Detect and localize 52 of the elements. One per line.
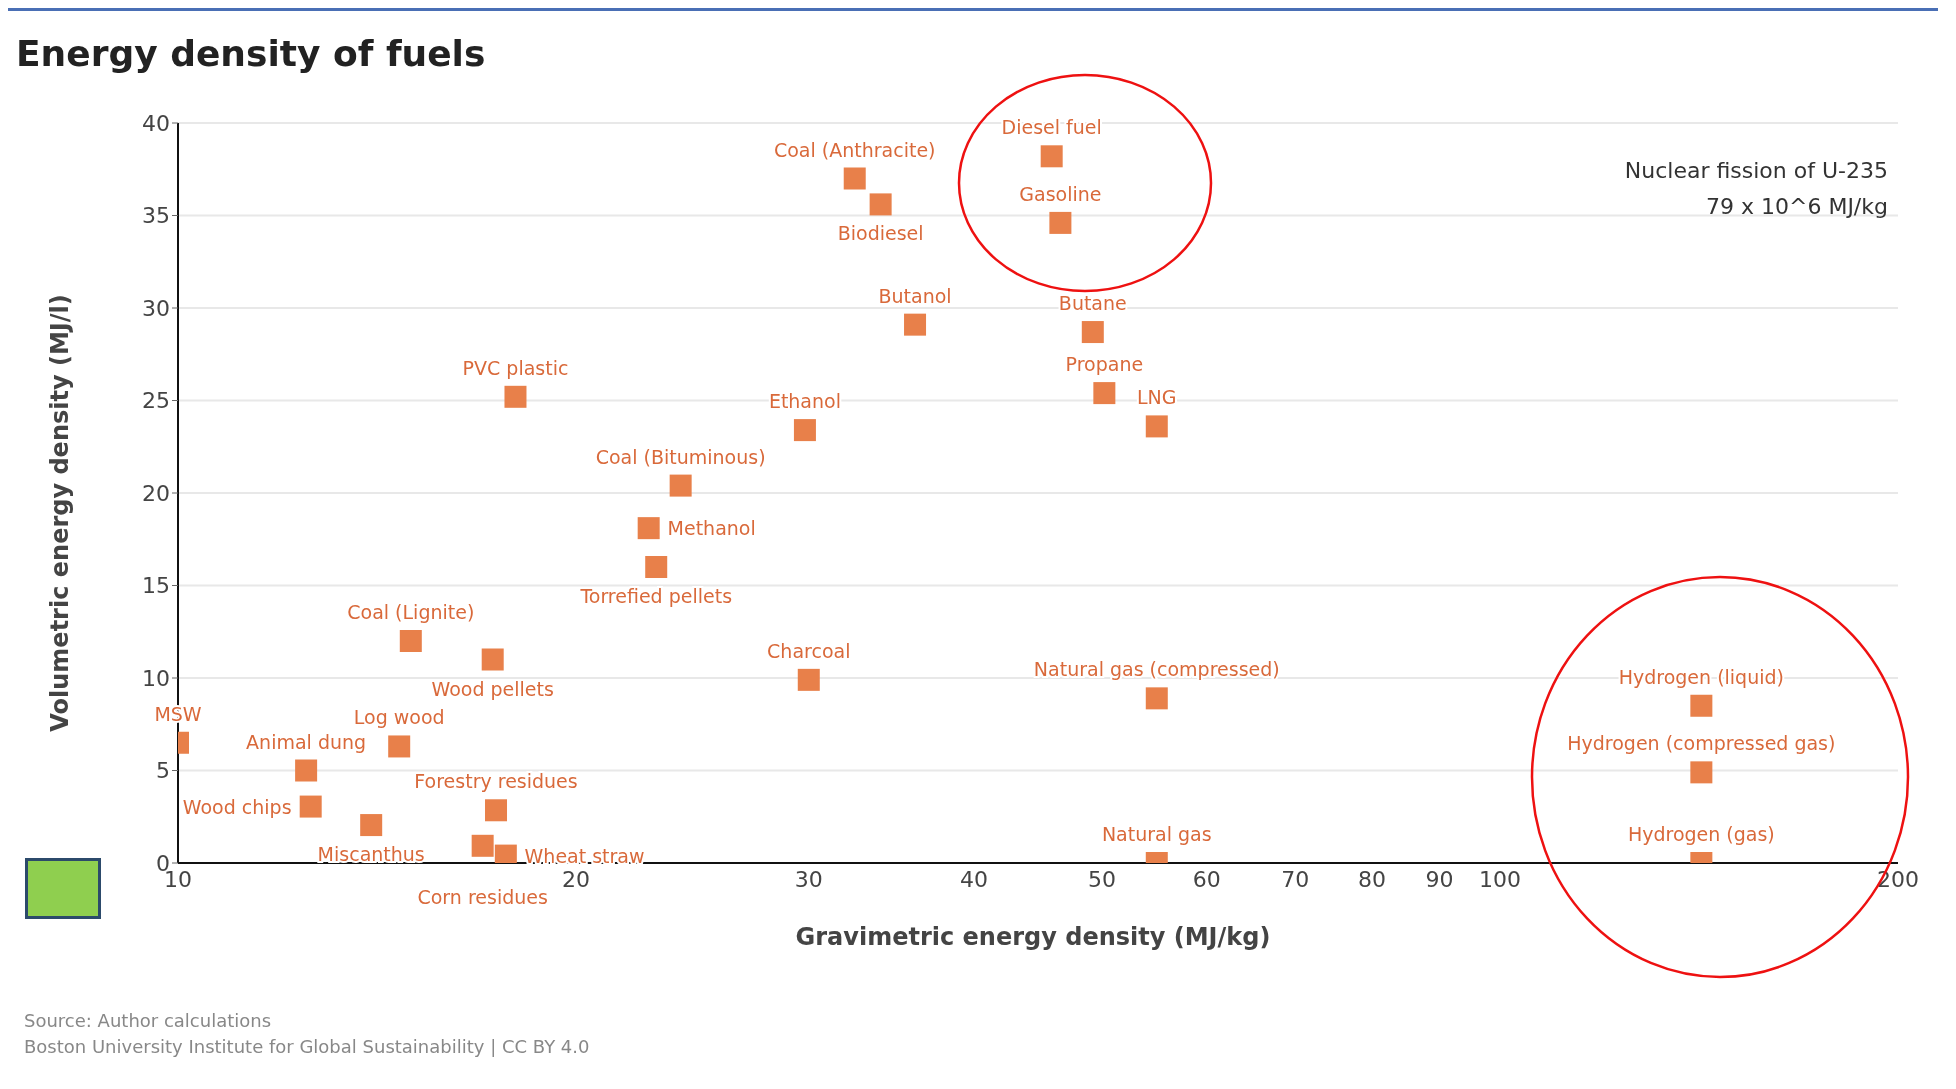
- annotation: Wood chips: [182, 795, 292, 818]
- x-tick-label: 50: [1088, 866, 1117, 892]
- annotation: Nuclear fission of U-235: [1624, 158, 1888, 183]
- annotation: Diesel fuel: [1001, 116, 1102, 139]
- annotation: 79 x 10^6 MJ/kg: [1705, 194, 1888, 219]
- annotation: Hydrogen (gas): [1627, 823, 1775, 845]
- annotation: Butane: [1058, 292, 1127, 315]
- annotation: Gasoline: [1019, 182, 1102, 205]
- annotation: Torrefied pellets: [579, 585, 733, 607]
- y-tick-label: 10: [142, 665, 170, 691]
- annotation: Wood pellets: [431, 677, 554, 700]
- annotation: Butanol: [878, 284, 952, 307]
- y-axis-title: Volumetric energy density (MJ/l): [46, 294, 74, 732]
- x-axis-title: Gravimetric energy density (MJ/kg): [794, 923, 1272, 951]
- y-tick-label: 20: [142, 480, 170, 506]
- annotation: Natural gas (compressed): [1033, 658, 1280, 681]
- x-tick-label: 60: [1192, 866, 1221, 892]
- annotation: Wheat straw: [524, 844, 645, 867]
- annotation: Corn residues: [417, 885, 548, 908]
- annotation: PVC plastic: [462, 356, 569, 379]
- y-tick-label: 15: [142, 573, 170, 599]
- x-tick-label: 70: [1281, 866, 1310, 892]
- annotation: Hydrogen (compressed gas): [1567, 732, 1836, 755]
- annotation: Natural gas: [1101, 823, 1212, 845]
- x-tick-label: 90: [1425, 866, 1454, 892]
- x-tick-label: 40: [959, 866, 988, 892]
- annotation: Forestry residues: [414, 770, 578, 793]
- y-tick-label: 5: [156, 758, 170, 784]
- x-tick-label: 20: [561, 866, 590, 892]
- annotation: Charcoal: [767, 639, 851, 662]
- annotation: Hydrogen (liquid): [1618, 665, 1784, 688]
- annotation: Coal (Bituminous): [595, 445, 766, 468]
- annotation: Propane: [1065, 353, 1144, 376]
- y-tick-label: 40: [142, 110, 170, 136]
- annotation: Coal (Anthracite): [773, 138, 936, 161]
- annotation: LNG: [1137, 386, 1177, 409]
- annotation: Methanol: [667, 517, 756, 540]
- x-tick-label: 80: [1357, 866, 1386, 892]
- annotation: Miscanthus: [317, 843, 425, 866]
- x-tick-label: 100: [1479, 866, 1522, 892]
- source-note: Source: Author calculations: [24, 1009, 273, 1033]
- annotation: Ethanol: [768, 390, 841, 413]
- annotation: Log wood: [353, 706, 445, 729]
- y-tick-label: 35: [142, 203, 170, 229]
- y-tick-label: 25: [142, 388, 170, 414]
- annotation: Coal (Lignite): [347, 601, 475, 623]
- chart-title: Energy density of fuels: [15, 32, 487, 76]
- annotation: Biodiesel: [837, 222, 924, 245]
- text: Boston University Institute for Global Sustainability | CC BY 4.0: [24, 1035, 590, 1059]
- annotation: Animal dung: [246, 730, 367, 753]
- x-tick-label: 30: [794, 866, 823, 892]
- y-tick-label: 30: [142, 295, 170, 321]
